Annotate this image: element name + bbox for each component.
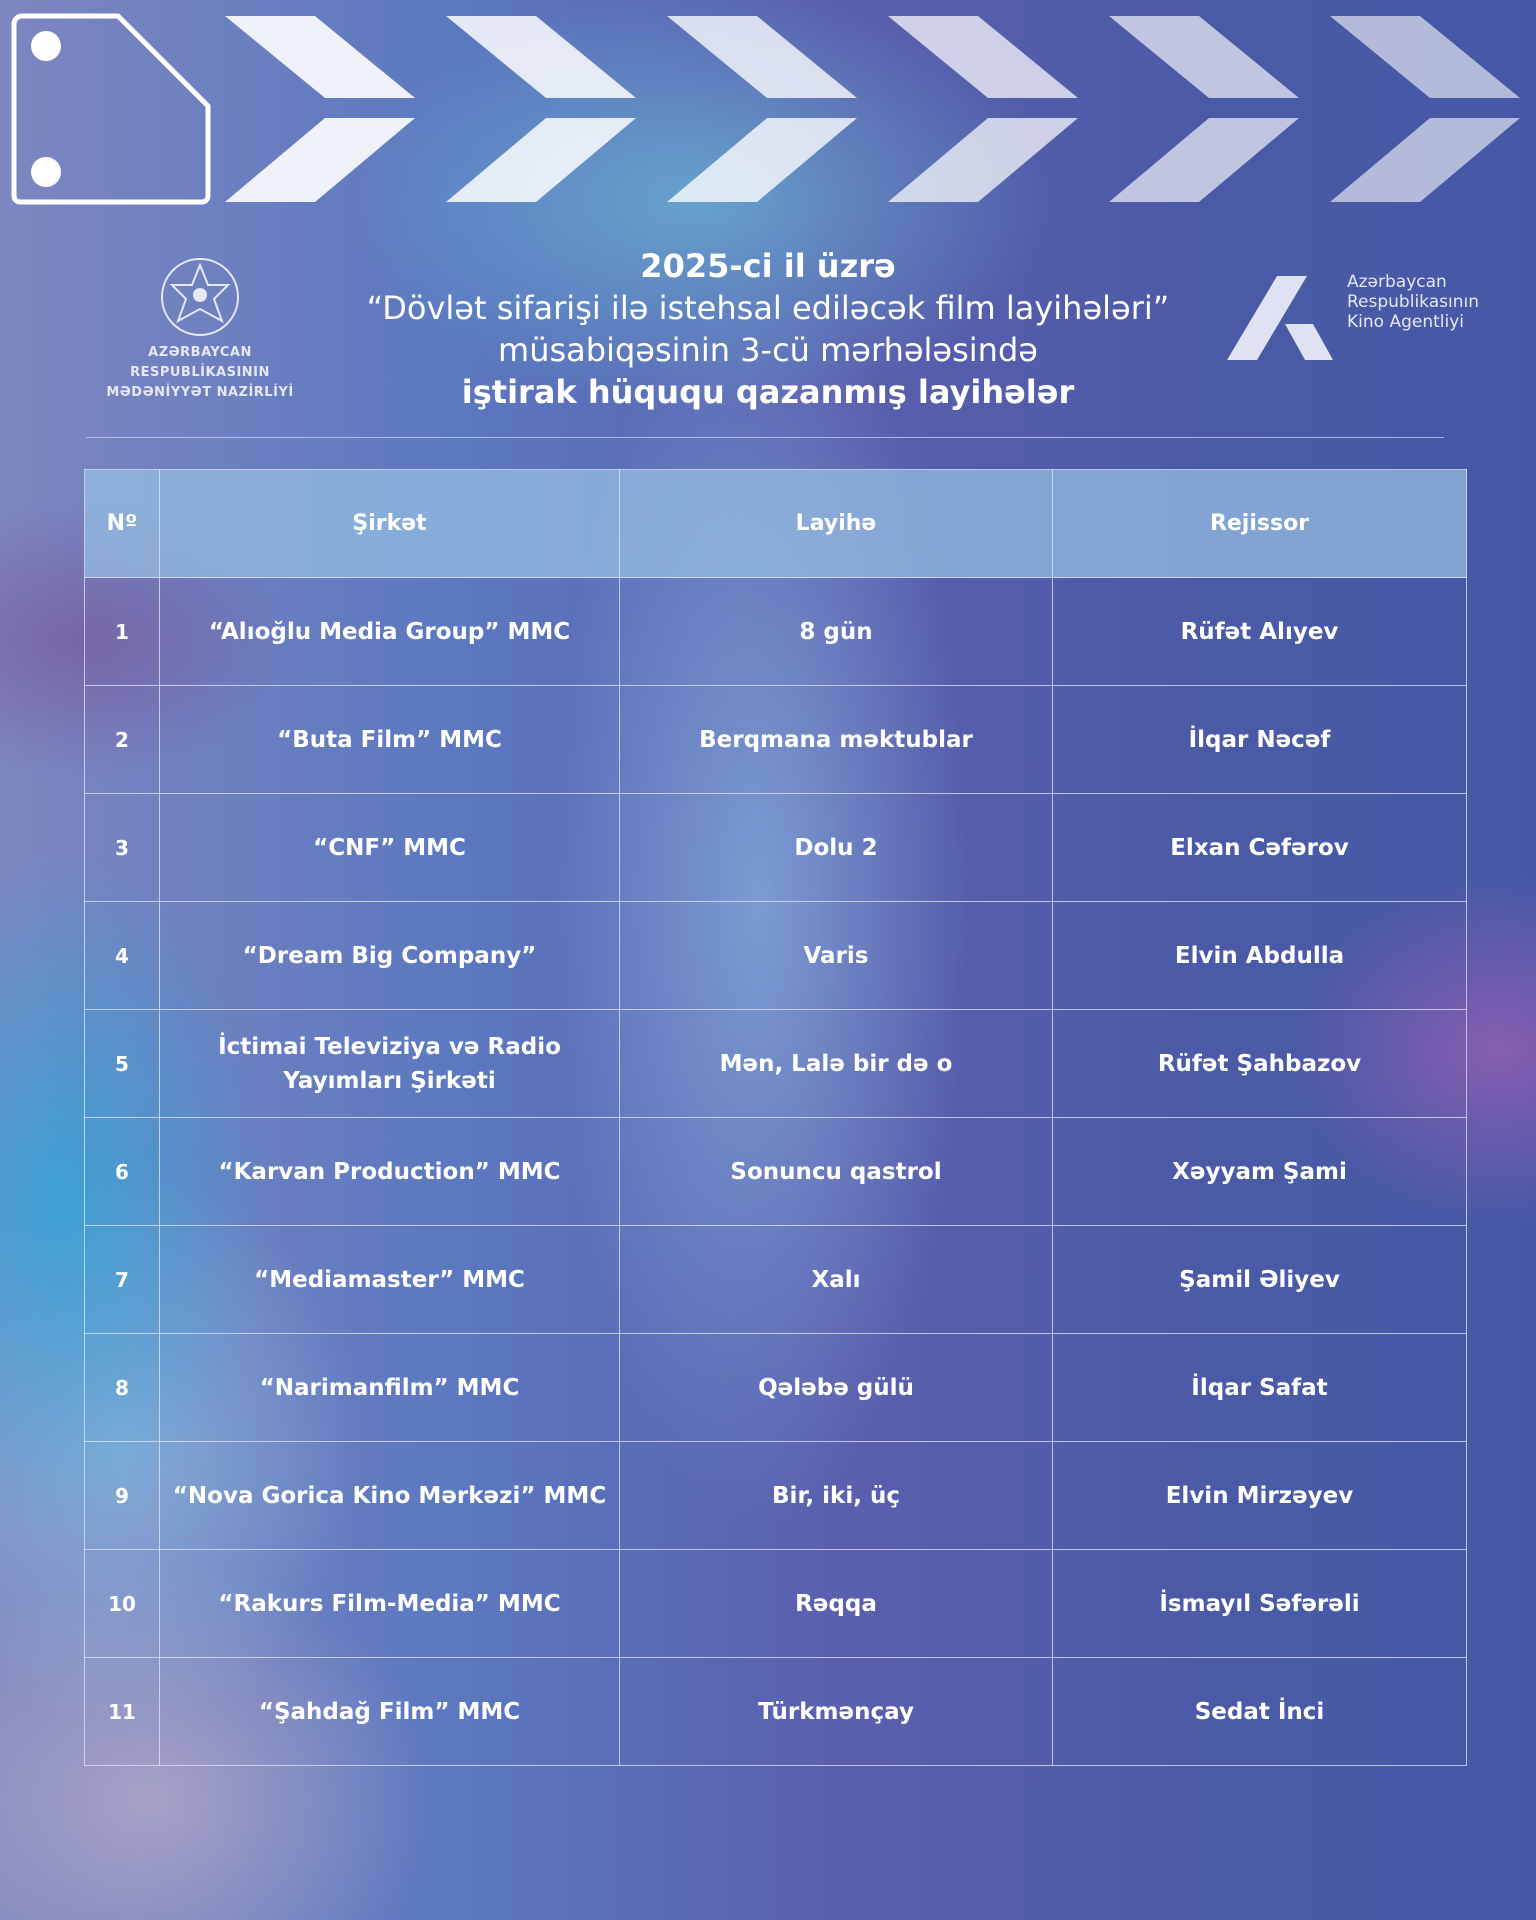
- table-row: 9 “Nova Gorica Kino Mərkəzi” MMC Bir, iki,…: [84, 1441, 1467, 1550]
- project-cell: Sonuncu qastrol: [619, 1117, 1053, 1226]
- director-cell: Şamil Əliyev: [1052, 1225, 1467, 1334]
- ministry-logo: AZƏRBAYCAN RESPUBLİKASININ MƏDƏNİYYƏT NA…: [80, 255, 320, 403]
- chevron-shape: [888, 16, 1078, 98]
- company-cell: “Dream Big Company”: [159, 901, 620, 1010]
- agency-a-icon: [1227, 276, 1333, 360]
- director-cell: İlqar Nəcəf: [1052, 685, 1467, 794]
- ministry-name-2: MƏDƏNİYYƏT NAZİRLİYİ: [106, 385, 294, 400]
- company-cell: “Mediamaster” MMC: [159, 1225, 620, 1334]
- table-row: 2 “Buta Film” MMC Berqmana məktublar İlqar …: [84, 685, 1467, 794]
- project-cell: Rəqqa: [619, 1549, 1053, 1658]
- chevron-shape: [1330, 16, 1520, 98]
- title-line-1: 2025-ci il üzrə: [640, 247, 896, 285]
- number-cell: 1: [84, 577, 160, 686]
- ministry-name-1: AZƏRBAYCAN RESPUBLİKASININ: [130, 345, 270, 380]
- number-cell: 3: [84, 793, 160, 902]
- table-row: 8 “Narimanfilm” MMC Qələbə gülü İlqar Safat: [84, 1333, 1467, 1442]
- number-cell: 2: [84, 685, 160, 794]
- column-number-header: Nº: [84, 469, 160, 578]
- table-row: 1 “Alıoğlu Media Group” MMC 8 gün Rüfət Alı…: [84, 577, 1467, 686]
- director-cell: Elvin Abdulla: [1052, 901, 1467, 1010]
- project-cell: 8 gün: [619, 577, 1053, 686]
- director-cell: İsmayıl Səfərəli: [1052, 1549, 1467, 1658]
- page-title: 2025-ci il üzrə “Dövlət sifarişi ilə ist…: [0, 245, 1536, 413]
- divider: [86, 437, 1444, 438]
- chevron-shape: [667, 118, 857, 202]
- clapperboard-graphic: [11, 13, 1520, 205]
- table-row: 10 “Rakurs Film-Media” MMC Rəqqa İsmayıl Sə…: [84, 1549, 1467, 1658]
- title-line-2: “Dövlət sifarişi ilə istehsal ediləcək f…: [366, 289, 1170, 327]
- chevron-shape: [225, 16, 415, 98]
- emblem-icon: [161, 258, 239, 336]
- project-cell: Varis: [619, 901, 1053, 1010]
- project-cell: Bir, iki, üç: [619, 1441, 1053, 1550]
- agency-name-1: Azərbaycan: [1347, 272, 1447, 292]
- chevron-shape: [667, 16, 857, 98]
- chevron-shape: [888, 118, 1078, 202]
- chevron-shape: [446, 16, 636, 98]
- column-director-header: Rejissor: [1052, 469, 1467, 578]
- project-cell: Berqmana məktublar: [619, 685, 1053, 794]
- chevron-shape: [225, 118, 415, 202]
- director-cell: İlqar Safat: [1052, 1333, 1467, 1442]
- project-cell: Xalı: [619, 1225, 1053, 1334]
- number-cell: 9: [84, 1441, 160, 1550]
- number-cell: 11: [84, 1657, 160, 1766]
- table-header: Nº Şirkət Layihə Rejissor: [84, 469, 1467, 578]
- table-row: 4 “Dream Big Company” Varis Elvin Abdulla: [84, 901, 1467, 1010]
- chevron-shape: [1330, 118, 1520, 202]
- company-cell: “Alıoğlu Media Group” MMC: [159, 577, 620, 686]
- table-row: 7 “Mediamaster” MMC Xalı Şamil Əliyev: [84, 1225, 1467, 1334]
- agency-name-2: Respublikasının: [1347, 292, 1479, 312]
- company-cell: “Rakurs Film-Media” MMC: [159, 1549, 620, 1658]
- number-cell: 10: [84, 1549, 160, 1658]
- director-cell: Rüfət Şahbazov: [1052, 1009, 1467, 1118]
- company-cell: “Nova Gorica Kino Mərkəzi” MMC: [159, 1441, 620, 1550]
- projects-table: Nº Şirkət Layihə Rejissor 1 “Alıoğlu Media G…: [84, 469, 1467, 1766]
- company-cell: “Şahdağ Film” MMC: [159, 1657, 620, 1766]
- column-company-header: Şirkət: [159, 469, 620, 578]
- project-cell: Qələbə gülü: [619, 1333, 1053, 1442]
- chevron-shape: [1109, 118, 1299, 202]
- company-cell: “CNF” MMC: [159, 793, 620, 902]
- number-cell: 8: [84, 1333, 160, 1442]
- number-cell: 5: [84, 1009, 160, 1118]
- kino-agency-logo: Azərbaycan Respublikasının Kino Agentliy…: [1225, 272, 1479, 362]
- project-cell: Mən, Lalə bir də o: [619, 1009, 1053, 1118]
- director-cell: Rüfət Alıyev: [1052, 577, 1467, 686]
- title-line-4: iştirak hüququ qazanmış layihələr: [461, 373, 1075, 411]
- number-cell: 6: [84, 1117, 160, 1226]
- director-cell: Sedat İnci: [1052, 1657, 1467, 1766]
- column-project-header: Layihə: [619, 469, 1053, 578]
- chevron-shape: [446, 118, 636, 202]
- chevron-shape: [1109, 16, 1299, 98]
- director-cell: Elvin Mirzəyev: [1052, 1441, 1467, 1550]
- number-cell: 7: [84, 1225, 160, 1334]
- number-cell: 4: [84, 901, 160, 1010]
- company-cell: “Karvan Production” MMC: [159, 1117, 620, 1226]
- director-cell: Elxan Cəfərov: [1052, 793, 1467, 902]
- table-row: 6 “Karvan Production” MMC Sonuncu qastrol X…: [84, 1117, 1467, 1226]
- table-row: 11 “Şahdağ Film” MMC Türkmənçay Sedat İnci: [84, 1657, 1467, 1766]
- title-line-3: müsabiqəsinin 3-cü mərhələsində: [498, 331, 1038, 369]
- company-cell: İctimai Televiziya və Radio Yayımları Şi…: [159, 1009, 620, 1118]
- project-cell: Türkmənçay: [619, 1657, 1053, 1766]
- agency-name-3: Kino Agentliyi: [1347, 312, 1464, 332]
- company-cell: “Buta Film” MMC: [159, 685, 620, 794]
- table-row: 3 “CNF” MMC Dolu 2 Elxan Cəfərov: [84, 793, 1467, 902]
- company-cell: “Narimanfilm” MMC: [159, 1333, 620, 1442]
- director-cell: Xəyyam Şami: [1052, 1117, 1467, 1226]
- table-row: 5 İctimai Televiziya və Radio Yayımları Ş…: [84, 1009, 1467, 1118]
- project-cell: Dolu 2: [619, 793, 1053, 902]
